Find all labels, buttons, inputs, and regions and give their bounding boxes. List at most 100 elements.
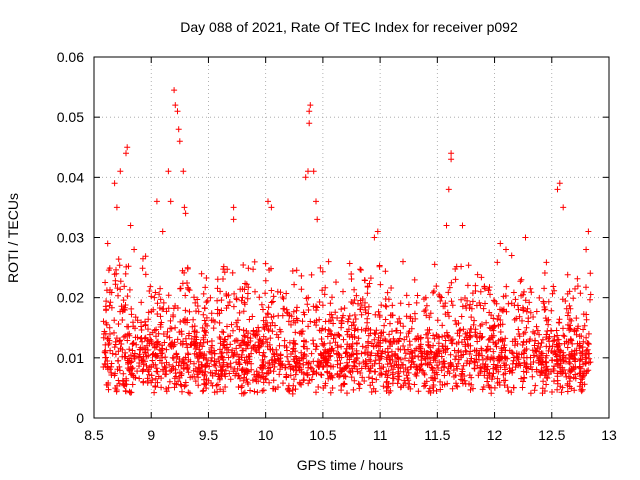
data-point — [397, 346, 404, 353]
data-point — [321, 291, 328, 298]
data-point — [163, 388, 170, 395]
data-point — [171, 384, 178, 391]
data-point — [346, 260, 353, 267]
data-point — [372, 368, 379, 375]
data-point — [255, 328, 262, 334]
data-point — [236, 309, 243, 316]
data-point — [335, 332, 342, 338]
data-point — [488, 390, 495, 397]
data-point — [545, 347, 552, 354]
data-point — [527, 354, 534, 361]
data-point — [119, 308, 126, 315]
y-tick-label: 0.04 — [57, 169, 84, 185]
data-point — [367, 275, 374, 282]
data-point — [267, 364, 273, 371]
data-point — [362, 363, 369, 370]
data-point — [477, 288, 484, 295]
data-point — [422, 294, 429, 301]
data-point — [520, 378, 526, 385]
data-point — [129, 381, 136, 388]
data-point — [174, 108, 181, 115]
data-point — [224, 363, 231, 370]
data-point — [560, 332, 567, 339]
data-point — [322, 326, 329, 333]
data-point — [112, 341, 119, 348]
data-point — [195, 382, 202, 389]
data-point — [262, 260, 269, 267]
data-point — [122, 302, 129, 308]
data-point — [143, 362, 150, 369]
data-point — [539, 385, 546, 392]
data-point — [473, 302, 480, 309]
data-point — [139, 367, 146, 374]
data-point — [190, 338, 197, 345]
data-point — [375, 308, 382, 315]
data-point — [126, 286, 133, 293]
data-point — [128, 305, 135, 312]
data-point — [362, 309, 369, 316]
data-point — [365, 303, 372, 310]
data-point — [117, 286, 124, 293]
data-point — [571, 351, 578, 358]
data-point — [308, 271, 315, 278]
data-point — [175, 378, 182, 385]
data-point — [486, 324, 493, 331]
data-point — [497, 329, 504, 335]
data-point — [293, 315, 300, 322]
data-point — [317, 264, 324, 271]
data-point — [173, 359, 180, 366]
data-point — [277, 289, 284, 296]
data-point — [581, 322, 588, 329]
data-point — [289, 268, 296, 274]
data-point — [519, 384, 526, 391]
data-point — [292, 371, 299, 378]
data-point — [412, 315, 419, 322]
data-point — [255, 324, 262, 331]
data-point — [302, 174, 309, 181]
data-point — [204, 360, 211, 367]
data-point — [585, 359, 592, 366]
data-point — [556, 319, 563, 326]
data-point — [229, 269, 236, 276]
data-point — [202, 321, 209, 327]
data-point — [458, 313, 465, 320]
data-point — [438, 353, 445, 360]
data-point — [272, 386, 279, 393]
data-point — [460, 326, 467, 333]
data-point — [200, 339, 207, 346]
data-point — [490, 348, 497, 355]
data-point — [351, 377, 358, 384]
data-point — [126, 346, 133, 353]
data-point — [400, 343, 407, 349]
data-point — [425, 339, 432, 345]
data-point — [351, 286, 358, 293]
grid-lines — [94, 57, 609, 418]
data-point — [470, 321, 477, 328]
y-tick-label: 0.01 — [57, 350, 84, 366]
data-point — [424, 355, 431, 362]
data-point — [517, 278, 524, 285]
data-point — [209, 369, 216, 376]
data-point — [348, 352, 355, 359]
data-point — [255, 339, 262, 346]
data-point — [305, 323, 312, 330]
data-point — [556, 342, 563, 348]
data-point — [382, 316, 389, 323]
data-point — [467, 333, 474, 340]
data-point — [204, 338, 211, 345]
data-point — [358, 302, 365, 309]
data-point — [551, 287, 558, 294]
data-point — [372, 357, 379, 364]
data-point — [252, 288, 258, 295]
data-point — [462, 347, 469, 354]
x-axis-label: GPS time / hours — [297, 457, 404, 473]
data-point — [148, 372, 155, 379]
data-point — [260, 379, 267, 386]
x-tick-label: 8.5 — [84, 427, 104, 443]
data-point — [112, 385, 119, 392]
data-point — [113, 204, 120, 211]
data-point — [422, 360, 429, 367]
data-point — [468, 314, 475, 321]
data-point — [501, 382, 508, 389]
data-point — [501, 362, 508, 369]
